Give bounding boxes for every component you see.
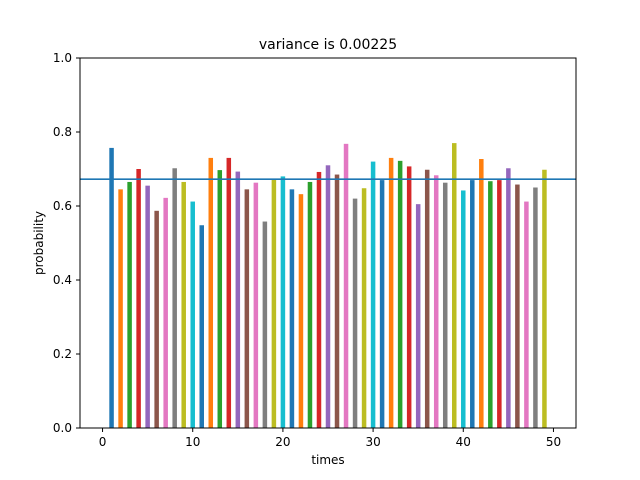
bar-1 bbox=[109, 147, 114, 428]
bar-10 bbox=[190, 201, 195, 428]
y-tick-label: 1.0 bbox=[53, 51, 72, 65]
bar-13 bbox=[217, 170, 223, 429]
y-tick-label: 0.2 bbox=[53, 347, 72, 361]
bar-3 bbox=[127, 181, 132, 428]
bar-18 bbox=[262, 221, 268, 428]
x-tick-label: 30 bbox=[365, 435, 380, 449]
bar-4 bbox=[136, 169, 141, 428]
bars-group bbox=[109, 143, 547, 429]
bar-27 bbox=[343, 143, 349, 428]
bar-21 bbox=[289, 189, 295, 428]
bar-42 bbox=[479, 159, 484, 428]
bar-45 bbox=[506, 168, 511, 428]
bar-32 bbox=[388, 157, 394, 428]
bar-2 bbox=[118, 189, 123, 428]
bar-39 bbox=[452, 143, 457, 428]
bar-37 bbox=[433, 175, 439, 428]
bar-33 bbox=[397, 160, 403, 429]
bar-15 bbox=[235, 171, 241, 428]
bar-26 bbox=[334, 174, 340, 428]
x-tick-label: 20 bbox=[275, 435, 290, 449]
x-tick-label: 0 bbox=[99, 435, 107, 449]
bar-34 bbox=[406, 166, 412, 428]
bar-8 bbox=[172, 168, 177, 428]
bar-24 bbox=[316, 171, 322, 428]
bar-6 bbox=[154, 210, 159, 428]
bar-17 bbox=[253, 182, 259, 428]
bar-48 bbox=[533, 187, 538, 428]
bar-35 bbox=[415, 204, 421, 428]
bar-40 bbox=[461, 190, 466, 428]
bar-11 bbox=[199, 225, 204, 428]
x-tick-label: 50 bbox=[546, 435, 561, 449]
bar-20 bbox=[280, 176, 286, 428]
bar-30 bbox=[370, 161, 376, 428]
bar-29 bbox=[361, 188, 367, 428]
y-tick-label: 0.8 bbox=[53, 125, 72, 139]
bar-49 bbox=[542, 169, 547, 429]
plot-frame bbox=[79, 57, 577, 429]
bar-47 bbox=[524, 201, 529, 428]
bar-9 bbox=[181, 181, 186, 428]
x-tick-label: 40 bbox=[456, 435, 471, 449]
x-tick-label: 10 bbox=[185, 435, 200, 449]
y-tick-label: 0.0 bbox=[53, 421, 72, 435]
bar-44 bbox=[497, 180, 502, 428]
y-tick-label: 0.4 bbox=[53, 273, 72, 287]
bar-25 bbox=[325, 165, 331, 429]
bar-43 bbox=[488, 181, 493, 428]
bar-14 bbox=[226, 157, 232, 428]
x-axis-label: times bbox=[311, 453, 344, 467]
bar-12 bbox=[208, 157, 214, 428]
bar-31 bbox=[379, 180, 385, 428]
bar-22 bbox=[298, 194, 304, 428]
x-axis: 0 10 20 30 40 50 bbox=[99, 428, 561, 449]
bar-23 bbox=[307, 181, 313, 428]
bar-5 bbox=[145, 185, 150, 428]
bar-7 bbox=[163, 197, 168, 428]
bar-38 bbox=[442, 182, 448, 428]
y-tick-label: 0.6 bbox=[53, 199, 72, 213]
bar-28 bbox=[352, 198, 358, 428]
bar-46 bbox=[515, 184, 520, 428]
bar-16 bbox=[244, 189, 250, 428]
chart-title: variance is 0.00225 bbox=[259, 37, 397, 53]
bar-19 bbox=[271, 179, 277, 428]
y-axis-label: probability bbox=[32, 211, 46, 275]
y-axis: 0.0 0.2 0.4 0.6 0.8 1.0 bbox=[53, 51, 80, 435]
bar-41 bbox=[470, 180, 475, 428]
bar-36 bbox=[424, 169, 430, 429]
